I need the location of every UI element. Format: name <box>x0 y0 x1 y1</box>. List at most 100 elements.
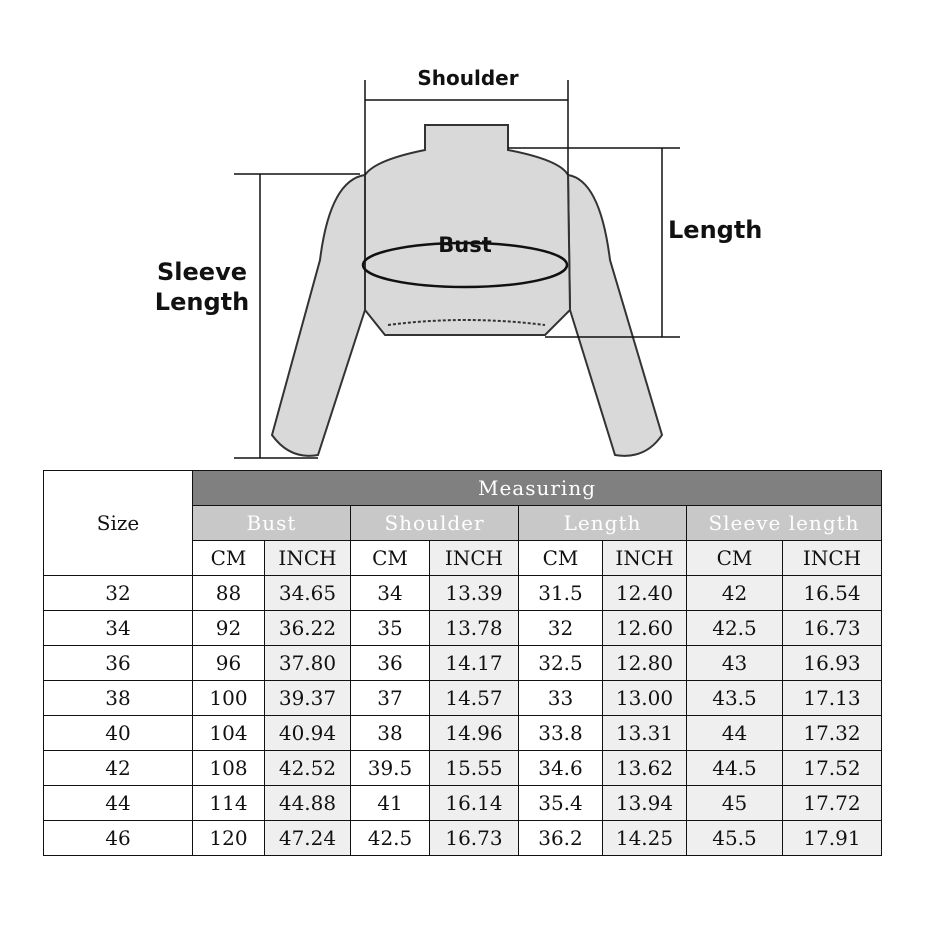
value-cell: 36.22 <box>264 610 351 646</box>
value-cell: 14.17 <box>429 645 519 681</box>
value-cell: 37.80 <box>264 645 351 681</box>
value-cell: 43 <box>686 645 783 681</box>
value-cell: 13.31 <box>602 715 687 751</box>
value-cell: 34 <box>350 575 430 611</box>
unit-header: INCH <box>264 540 351 576</box>
size-cell: 40 <box>43 715 193 751</box>
size-cell: 38 <box>43 680 193 716</box>
unit-header: INCH <box>602 540 687 576</box>
value-cell: 17.91 <box>782 820 882 856</box>
value-cell: 17.32 <box>782 715 882 751</box>
value-cell: 92 <box>192 610 265 646</box>
value-cell: 39.5 <box>350 750 430 786</box>
value-cell: 120 <box>192 820 265 856</box>
value-cell: 100 <box>192 680 265 716</box>
value-cell: 42 <box>686 575 783 611</box>
value-cell: 35 <box>350 610 430 646</box>
value-cell: 13.00 <box>602 680 687 716</box>
value-cell: 88 <box>192 575 265 611</box>
value-cell: 96 <box>192 645 265 681</box>
shoulder-header: Shoulder <box>350 505 519 541</box>
measuring-header: Measuring <box>192 470 882 506</box>
value-cell: 12.40 <box>602 575 687 611</box>
value-cell: 42.5 <box>686 610 783 646</box>
table-row: 32 88 34.65 34 13.39 31.5 12.40 42 16.54 <box>43 575 882 611</box>
value-cell: 14.57 <box>429 680 519 716</box>
sleeve-length-label: Length <box>155 288 249 316</box>
value-cell: 104 <box>192 715 265 751</box>
value-cell: 108 <box>192 750 265 786</box>
unit-header: CM <box>192 540 265 576</box>
value-cell: 33.8 <box>518 715 603 751</box>
table-row: 40 104 40.94 38 14.96 33.8 13.31 44 17.32 <box>43 715 882 751</box>
shoulder-label: Shoulder <box>417 66 518 90</box>
value-cell: 38 <box>350 715 430 751</box>
value-cell: 44 <box>686 715 783 751</box>
value-cell: 14.25 <box>602 820 687 856</box>
value-cell: 16.14 <box>429 785 519 821</box>
value-cell: 16.73 <box>782 610 882 646</box>
size-cell: 44 <box>43 785 193 821</box>
value-cell: 37 <box>350 680 430 716</box>
sleeve-length-header: Sleeve length <box>686 505 882 541</box>
size-cell: 34 <box>43 610 193 646</box>
value-cell: 34.65 <box>264 575 351 611</box>
value-cell: 33 <box>518 680 603 716</box>
value-cell: 114 <box>192 785 265 821</box>
value-cell: 36.2 <box>518 820 603 856</box>
value-cell: 44.5 <box>686 750 783 786</box>
value-cell: 40.94 <box>264 715 351 751</box>
value-cell: 36 <box>350 645 430 681</box>
value-cell: 47.24 <box>264 820 351 856</box>
value-cell: 16.93 <box>782 645 882 681</box>
size-cell: 32 <box>43 575 193 611</box>
value-cell: 34.6 <box>518 750 603 786</box>
value-cell: 13.94 <box>602 785 687 821</box>
value-cell: 35.4 <box>518 785 603 821</box>
value-cell: 13.39 <box>429 575 519 611</box>
value-cell: 17.72 <box>782 785 882 821</box>
value-cell: 43.5 <box>686 680 783 716</box>
value-cell: 13.78 <box>429 610 519 646</box>
bust-label: Bust <box>438 233 492 257</box>
table-row: 38 100 39.37 37 14.57 33 13.00 43.5 17.13 <box>43 680 882 716</box>
value-cell: 42.52 <box>264 750 351 786</box>
size-cell: 42 <box>43 750 193 786</box>
value-cell: 32.5 <box>518 645 603 681</box>
value-cell: 32 <box>518 610 603 646</box>
table-row: 36 96 37.80 36 14.17 32.5 12.80 43 16.93 <box>43 645 882 681</box>
value-cell: 17.52 <box>782 750 882 786</box>
garment-diagram: Shoulder Bust Length Sleeve Length <box>155 66 762 459</box>
unit-header: CM <box>686 540 783 576</box>
value-cell: 41 <box>350 785 430 821</box>
length-label: Length <box>668 216 762 244</box>
value-cell: 31.5 <box>518 575 603 611</box>
table-row: 34 92 36.22 35 13.78 32 12.60 42.5 16.73 <box>43 610 882 646</box>
value-cell: 12.60 <box>602 610 687 646</box>
value-cell: 16.73 <box>429 820 519 856</box>
size-cell: 36 <box>43 645 193 681</box>
value-cell: 14.96 <box>429 715 519 751</box>
size-header: Size <box>43 470 193 576</box>
value-cell: 44.88 <box>264 785 351 821</box>
size-cell: 46 <box>43 820 193 856</box>
table-row: 42 108 42.52 39.5 15.55 34.6 13.62 44.5 17.52 <box>43 750 882 786</box>
length-header: Length <box>518 505 687 541</box>
value-cell: 16.54 <box>782 575 882 611</box>
value-cell: 12.80 <box>602 645 687 681</box>
value-cell: 42.5 <box>350 820 430 856</box>
table-row: 44 114 44.88 41 16.14 35.4 13.94 45 17.72 <box>43 785 882 821</box>
table-row: 46 120 47.24 42.5 16.73 36.2 14.25 45.5 17.91 <box>43 820 882 856</box>
value-cell: 13.62 <box>602 750 687 786</box>
unit-header: INCH <box>782 540 882 576</box>
value-cell: 45 <box>686 785 783 821</box>
unit-header: CM <box>518 540 603 576</box>
value-cell: 15.55 <box>429 750 519 786</box>
size-chart-table: Size Measuring Bust Shoulder Length Slee… <box>43 470 882 856</box>
unit-header: CM <box>350 540 430 576</box>
unit-header: INCH <box>429 540 519 576</box>
value-cell: 45.5 <box>686 820 783 856</box>
value-cell: 39.37 <box>264 680 351 716</box>
value-cell: 17.13 <box>782 680 882 716</box>
bust-header: Bust <box>192 505 351 541</box>
